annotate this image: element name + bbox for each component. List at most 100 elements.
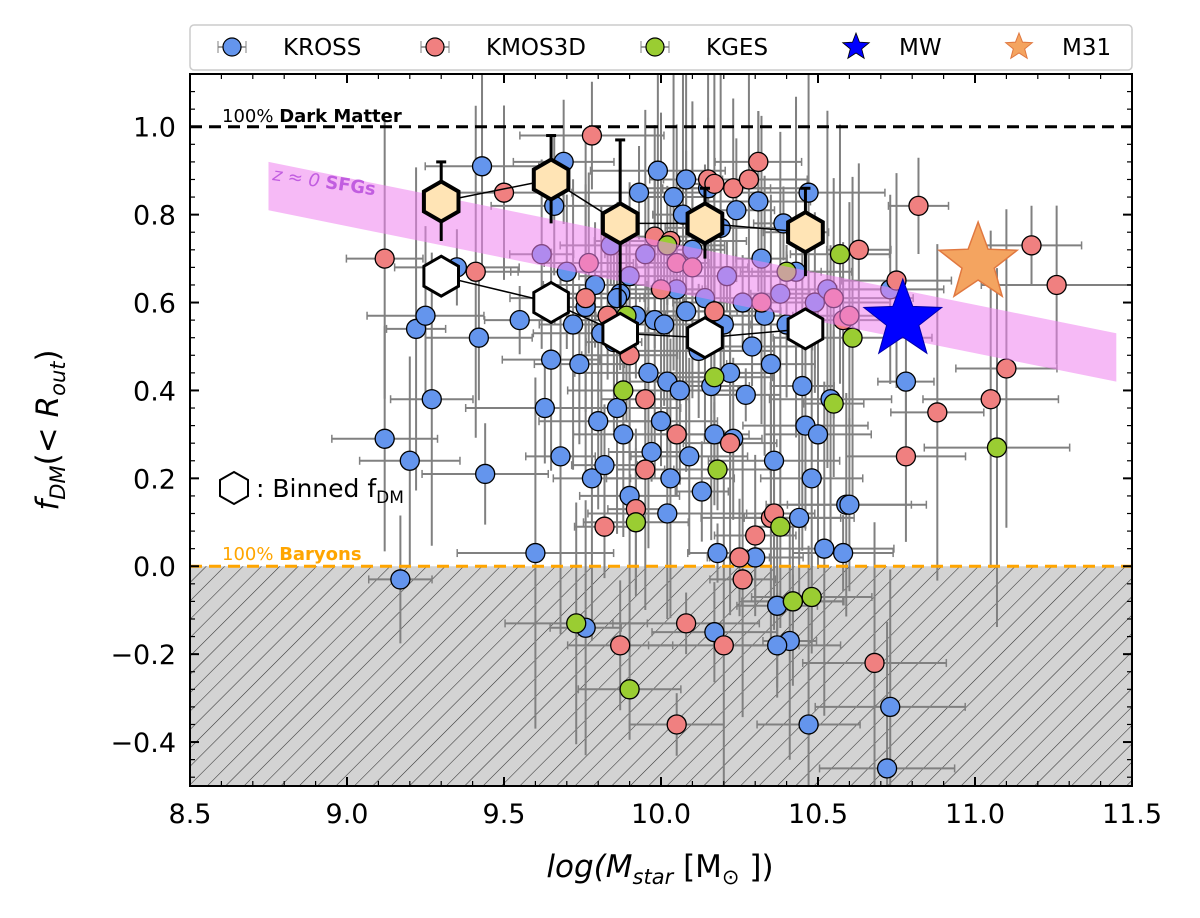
kmos3d-point bbox=[732, 569, 753, 590]
kross-point bbox=[798, 714, 819, 735]
kross-point bbox=[767, 635, 788, 656]
legend-entry-mw: MW bbox=[841, 31, 942, 61]
kross-point bbox=[741, 336, 763, 357]
unphysical-region-hatch bbox=[190, 566, 1132, 786]
kross-point bbox=[832, 542, 854, 564]
kges-point bbox=[782, 591, 804, 612]
binned-hexagon-dark bbox=[531, 157, 571, 202]
kmos3d-point bbox=[848, 239, 869, 260]
kross-point bbox=[789, 507, 810, 529]
binned-annotation-text: : Binned fDM bbox=[256, 474, 404, 508]
y-tick-label: 0.4 bbox=[133, 376, 176, 407]
binned-hexagon-white bbox=[786, 307, 825, 351]
legend: KROSS KMOS3D KGES MW M31 bbox=[189, 24, 1133, 71]
kross-point bbox=[534, 397, 555, 419]
kmos3d-point bbox=[704, 301, 725, 322]
kmos3d-point bbox=[719, 433, 741, 454]
kross-point bbox=[638, 362, 659, 384]
m31-star bbox=[937, 219, 1020, 298]
kmos3d-point bbox=[927, 402, 948, 423]
kmos3d-point bbox=[996, 358, 1017, 379]
kmos3d-point bbox=[465, 261, 486, 282]
kross-point bbox=[691, 481, 712, 502]
plot-area bbox=[190, 74, 1132, 786]
kmos3d-point bbox=[581, 125, 603, 146]
kross-point bbox=[628, 182, 650, 203]
kross-point bbox=[613, 424, 634, 445]
kross-point bbox=[726, 200, 747, 221]
kross-point bbox=[569, 353, 590, 375]
dark-matter-line-label: 100% Dark Matter bbox=[222, 106, 402, 127]
kges-point bbox=[801, 586, 822, 608]
kross-point bbox=[390, 569, 411, 590]
x-tick-label: 9.0 bbox=[326, 799, 369, 830]
kmos3d-marker-icon bbox=[425, 37, 445, 57]
hexagon-icon bbox=[219, 470, 249, 506]
kmos3d-point bbox=[594, 516, 615, 537]
kmos3d-point bbox=[635, 389, 656, 410]
kges-point bbox=[770, 516, 791, 537]
kross-point bbox=[663, 186, 684, 208]
kross-point bbox=[509, 309, 530, 331]
kges-point bbox=[707, 459, 728, 480]
kges-point bbox=[619, 679, 640, 700]
kges-point bbox=[704, 367, 725, 388]
kross-point bbox=[550, 446, 571, 467]
binned-hexagon-white bbox=[686, 315, 724, 360]
kmos3d-point bbox=[723, 178, 744, 199]
kmos3d-point bbox=[980, 389, 1001, 410]
kross-point bbox=[679, 446, 700, 467]
legend-entry-m31: M31 bbox=[1004, 31, 1111, 61]
legend-entry-kmos3d: KMOS3D bbox=[420, 35, 586, 61]
axis-ticks: 8.5 9.0 9.5 10.0 10.5 11.0 11.5 −0.4 −0.2 0.0 0.2 0… bbox=[110, 74, 1162, 830]
kross-point bbox=[650, 411, 672, 432]
kross-point bbox=[562, 314, 584, 335]
kmos3d-point bbox=[713, 635, 734, 656]
binned-hexagon-dark bbox=[685, 201, 725, 246]
kmos3d-point bbox=[374, 248, 395, 269]
kross-point bbox=[415, 305, 436, 326]
kges-point bbox=[566, 613, 587, 634]
legend-label-m31: M31 bbox=[1062, 35, 1111, 61]
kmos3d-point bbox=[575, 287, 596, 309]
kross-point bbox=[675, 301, 697, 322]
kross-point bbox=[540, 349, 562, 370]
binned-hexagon-dark bbox=[600, 201, 640, 246]
kross-point bbox=[606, 397, 628, 419]
y-tick-label: −0.4 bbox=[110, 728, 176, 759]
kross-point bbox=[468, 327, 490, 348]
legend-entry-kges: KGES bbox=[640, 35, 768, 61]
kges-point bbox=[829, 244, 851, 265]
kross-point bbox=[475, 463, 496, 485]
kges-point bbox=[625, 512, 647, 533]
y-tick-label: 1.0 bbox=[133, 113, 176, 144]
kross-point bbox=[763, 450, 785, 471]
y-tick-label: 0.0 bbox=[133, 552, 176, 583]
kross-point bbox=[707, 542, 728, 564]
kmos3d-point bbox=[745, 525, 766, 546]
x-tick-label: 10.0 bbox=[631, 799, 691, 830]
kross-point bbox=[876, 758, 898, 779]
kmos3d-point bbox=[864, 652, 885, 674]
kmos3d-point bbox=[610, 635, 631, 656]
kmos3d-point bbox=[493, 182, 515, 203]
kross-point bbox=[588, 411, 609, 432]
kross-point bbox=[669, 380, 690, 401]
kross-point bbox=[760, 353, 782, 375]
binned-hexagon-white bbox=[532, 280, 570, 325]
kross-marker-icon bbox=[222, 37, 242, 57]
kmos3d-point bbox=[1046, 274, 1067, 296]
kges-point bbox=[823, 393, 844, 414]
y-tick-label: −0.2 bbox=[110, 640, 176, 671]
kges-point bbox=[986, 437, 1008, 458]
x-tick-label: 11.0 bbox=[945, 799, 1005, 830]
kross-point bbox=[792, 375, 813, 397]
m31-star-icon bbox=[1004, 31, 1034, 60]
kross-point bbox=[807, 424, 829, 445]
kross-point bbox=[801, 468, 822, 489]
binned-hexagon-dark bbox=[421, 179, 461, 224]
y-tick-label: 0.6 bbox=[133, 289, 176, 320]
kross-point bbox=[748, 191, 769, 212]
y-tick-label: 0.8 bbox=[133, 201, 176, 232]
